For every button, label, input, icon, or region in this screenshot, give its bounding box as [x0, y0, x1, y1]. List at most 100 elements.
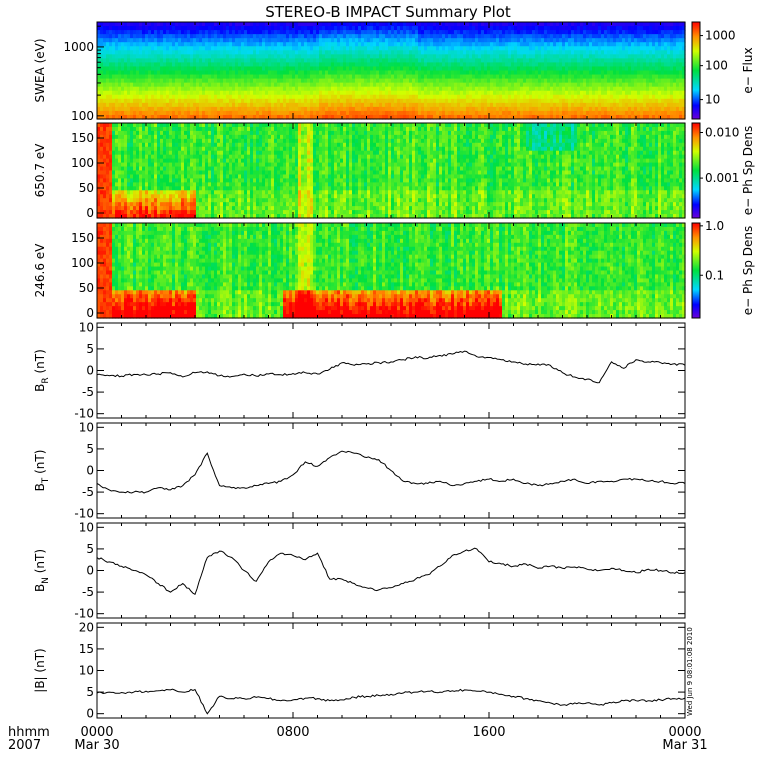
spectrogram-cell [235, 38, 239, 43]
spectrogram-cell [349, 46, 353, 51]
spectrogram-cell [349, 62, 353, 68]
spectrogram-cell [154, 38, 158, 43]
spectrogram-cell [370, 46, 374, 51]
spectrogram-cell [553, 102, 557, 108]
spectrogram-cell [343, 110, 347, 116]
spectrogram-cell [508, 106, 512, 112]
spectrogram-cell [199, 46, 203, 51]
spectrogram-cell [274, 90, 278, 96]
spectrogram-cell [370, 30, 374, 35]
spectrogram-cell [379, 46, 383, 51]
spectrogram-cell [121, 38, 125, 43]
spectrogram-cell [229, 30, 233, 35]
spectrogram-cell [574, 58, 578, 64]
spectrogram-cell [385, 94, 389, 100]
spectrogram-cell [292, 78, 296, 84]
spectrogram-cell [634, 86, 638, 92]
spectrogram-cell [550, 42, 554, 47]
spectrogram-cell [217, 114, 221, 120]
spectrogram-cell [496, 50, 500, 55]
spectrogram-cell [202, 106, 206, 112]
spectrogram-cell [427, 94, 431, 100]
spectrogram-cell [202, 110, 206, 116]
spectrogram-cell [256, 54, 260, 59]
spectrogram-cell [400, 98, 404, 104]
spectrogram-cell [214, 26, 218, 31]
spectrogram-cell [130, 66, 134, 72]
spectrogram-cell [478, 78, 482, 84]
spectrogram-cell [211, 30, 215, 35]
spectrogram-cell [229, 46, 233, 51]
spectrogram-cell [403, 82, 407, 88]
spectrogram-cell [352, 46, 356, 51]
spectrogram-cell [352, 26, 356, 31]
spectrogram-cell [640, 42, 644, 47]
spectrogram-cell [184, 70, 188, 76]
spectrogram-cell [343, 98, 347, 104]
spectrogram-cell [631, 50, 635, 55]
spectrogram-cell [283, 94, 287, 100]
spectrogram-cell [625, 78, 629, 84]
spectrogram-cell [379, 22, 383, 27]
spectrogram-cell [352, 78, 356, 84]
spectrogram-cell [388, 42, 392, 47]
spectrogram-cell [241, 114, 245, 120]
spectrogram-cell [214, 22, 218, 27]
spectrogram-cell [244, 30, 248, 35]
spectrogram-cell [193, 50, 197, 55]
spectrogram-cell [169, 110, 173, 116]
spectrogram-cell [295, 26, 299, 31]
spectrogram-cell [343, 38, 347, 43]
spectrogram-cell [160, 90, 164, 96]
spectrogram-cell [217, 34, 221, 39]
spectrogram-cell [292, 94, 296, 100]
spectrogram-cell [160, 114, 164, 120]
spectrogram-cell [289, 54, 293, 59]
spectrogram-cell [469, 66, 473, 72]
spectrogram-cell [466, 22, 470, 27]
spectrogram-cell [238, 66, 242, 72]
spectrogram-cell [187, 102, 191, 108]
spectrogram-cell [556, 70, 560, 76]
spectrogram-cell [508, 38, 512, 43]
spectrogram-cell [583, 38, 587, 43]
spectrogram-cell [397, 22, 401, 27]
spectrogram-cell [574, 74, 578, 80]
spectrogram-cell [151, 66, 155, 72]
spectrogram-cell [418, 50, 422, 55]
spectrogram-cell [172, 106, 176, 112]
spectrogram-cell [394, 106, 398, 112]
spectrogram-cell [178, 78, 182, 84]
spectrogram-cell [634, 94, 638, 100]
spectrogram-cell [151, 94, 155, 100]
spectrogram-cell [250, 62, 254, 68]
spectrogram-cell [544, 82, 548, 88]
spectrogram-cell [445, 106, 449, 112]
spectrogram-cell [187, 106, 191, 112]
spectrogram-cell [511, 62, 515, 68]
spectrogram-cell [331, 26, 335, 31]
spectrogram-cell [262, 30, 266, 35]
spectrogram-cell [556, 90, 560, 96]
spectrogram-cell [316, 98, 320, 104]
spectrogram-cell [256, 30, 260, 35]
spectrogram-cell [535, 90, 539, 96]
spectrogram-cell [193, 102, 197, 108]
spectrogram-cell [226, 94, 230, 100]
spectrogram-cell [631, 106, 635, 112]
spectrogram-cell [364, 26, 368, 31]
spectrogram-cell [607, 110, 611, 116]
spectrogram-cell [124, 90, 128, 96]
spectrogram-cell [541, 98, 545, 104]
spectrogram-cell [277, 78, 281, 84]
spectrogram-cell [262, 66, 266, 72]
spectrogram-cell [625, 38, 629, 43]
spectrogram-cell [460, 26, 464, 31]
spectrogram-cell [187, 82, 191, 88]
spectrogram-cell [175, 98, 179, 104]
spectrogram-cell [541, 50, 545, 55]
spectrogram-cell [601, 42, 605, 47]
spectrogram-cell [619, 110, 623, 116]
spectrogram-cell [97, 114, 101, 120]
spectrogram-cell [616, 110, 620, 116]
